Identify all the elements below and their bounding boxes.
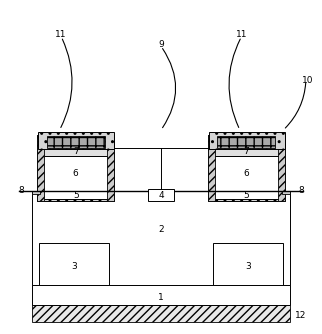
Text: 4: 4: [158, 191, 164, 200]
Bar: [39, 243, 109, 285]
Text: 12: 12: [295, 311, 307, 320]
Bar: [42, 148, 109, 156]
Bar: [213, 243, 283, 285]
Bar: [32, 306, 290, 322]
Text: 2: 2: [158, 225, 164, 234]
Text: 5: 5: [73, 191, 79, 200]
Bar: [208, 135, 215, 201]
Bar: [213, 156, 280, 191]
Bar: [42, 191, 109, 199]
Text: 9: 9: [158, 40, 164, 49]
Text: 1: 1: [158, 293, 164, 302]
Bar: [42, 156, 109, 191]
Bar: [107, 135, 114, 201]
Bar: [37, 135, 114, 201]
Bar: [278, 135, 285, 201]
Text: 7: 7: [73, 147, 79, 156]
Bar: [32, 191, 290, 285]
Bar: [282, 190, 290, 194]
Bar: [47, 136, 105, 148]
Text: 3: 3: [71, 262, 77, 271]
Text: 5: 5: [243, 191, 249, 200]
Bar: [38, 132, 114, 149]
Bar: [209, 132, 285, 149]
Bar: [37, 135, 44, 201]
Text: 6: 6: [73, 169, 79, 178]
Text: 8: 8: [18, 186, 24, 195]
Text: 6: 6: [243, 169, 249, 178]
Bar: [148, 189, 174, 201]
Text: 7: 7: [243, 147, 249, 156]
Text: 11: 11: [236, 30, 247, 39]
Text: 3: 3: [245, 262, 251, 271]
Bar: [208, 135, 285, 201]
Bar: [213, 148, 280, 156]
Text: 10: 10: [302, 75, 313, 85]
Text: 11: 11: [55, 30, 67, 39]
Bar: [217, 136, 275, 148]
Bar: [32, 190, 40, 194]
Bar: [32, 285, 290, 306]
Bar: [213, 191, 280, 199]
Text: 8: 8: [298, 186, 304, 195]
